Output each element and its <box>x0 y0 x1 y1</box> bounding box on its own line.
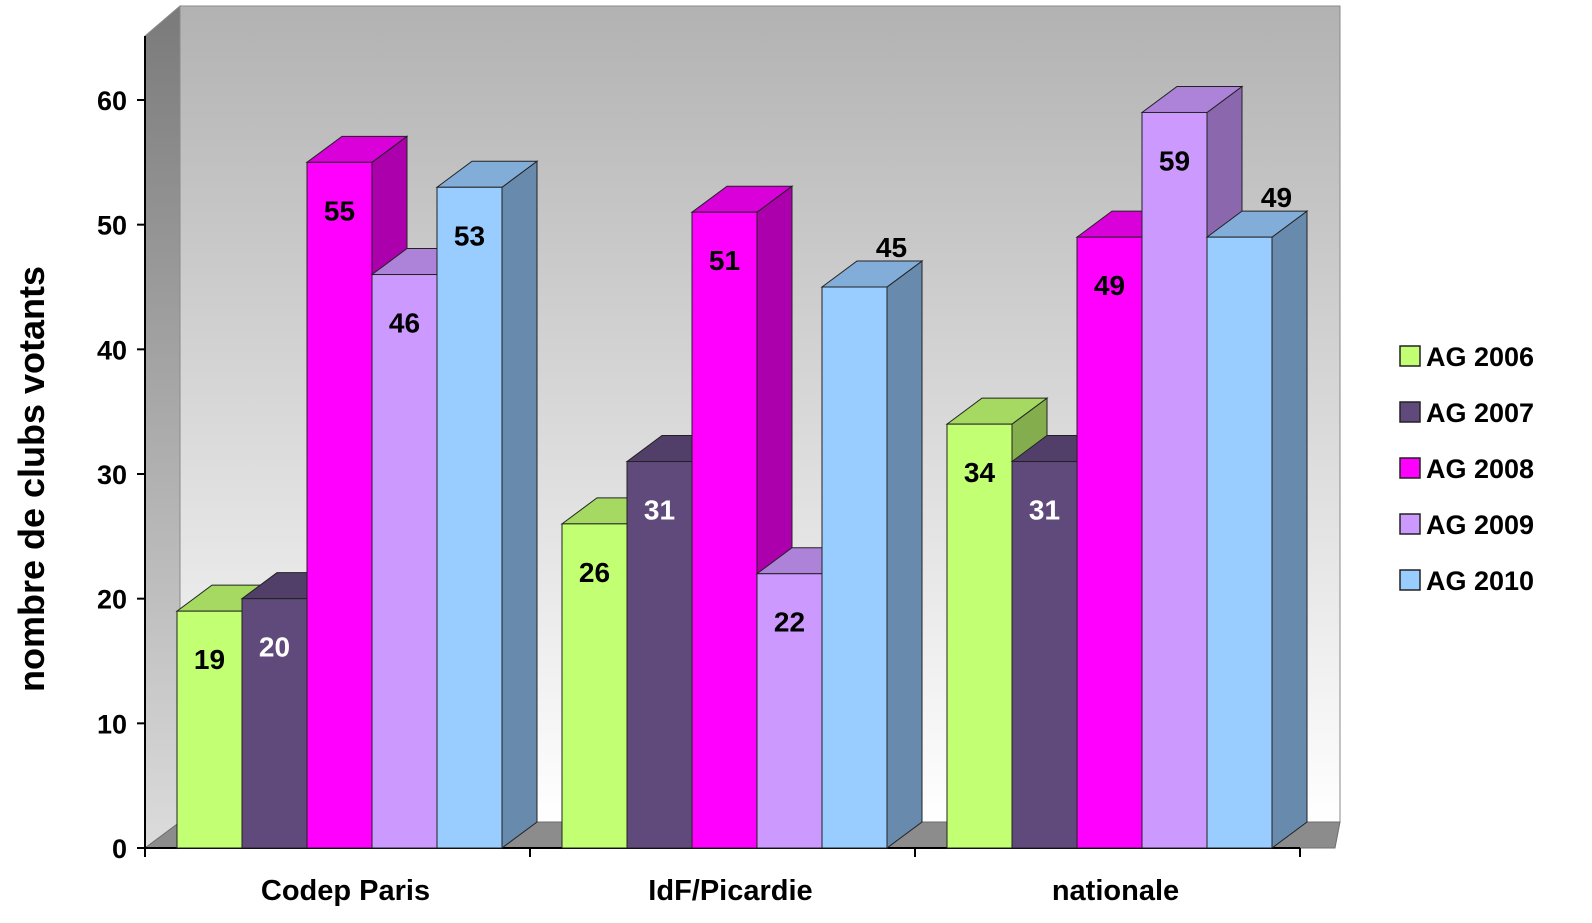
legend-swatch <box>1399 569 1421 591</box>
x-tick-label: IdF/Picardie <box>648 875 812 907</box>
bar-side <box>1271 210 1308 849</box>
data-label: 26 <box>579 557 610 588</box>
bar <box>821 286 888 849</box>
y-axis-label: nombre de clubs votants <box>11 266 52 692</box>
legend-swatch <box>1399 345 1421 367</box>
legend-label: AG 2010 <box>1426 566 1534 596</box>
data-label: 22 <box>774 607 805 638</box>
side-wall <box>144 4 181 849</box>
y-tick-label: 50 <box>97 211 127 241</box>
bar <box>1076 236 1143 849</box>
data-label: 45 <box>876 232 907 263</box>
data-label: 49 <box>1094 270 1125 301</box>
legend-swatch <box>1399 401 1421 423</box>
y-tick-label: 0 <box>112 834 127 864</box>
bar <box>946 423 1013 849</box>
bar <box>306 161 373 849</box>
y-tick-label: 30 <box>97 460 127 490</box>
bar <box>1206 236 1273 849</box>
bar-side <box>501 160 538 849</box>
y-tick-label: 20 <box>97 585 127 615</box>
y-tick-label: 60 <box>97 86 127 116</box>
legend-swatch <box>1399 513 1421 535</box>
data-label: 31 <box>644 495 675 526</box>
data-labels: 19 20 55 46 53 26 31 51 22 45 34 31 49 59 49 <box>194 145 1292 675</box>
data-label: 31 <box>1029 495 1060 526</box>
bar <box>1141 111 1208 849</box>
bar <box>756 573 823 849</box>
data-label: 34 <box>964 457 996 488</box>
legend-label: AG 2008 <box>1426 454 1534 484</box>
legend-label: AG 2007 <box>1426 398 1534 428</box>
legend-label: AG 2006 <box>1426 342 1534 372</box>
data-label: 51 <box>709 245 740 276</box>
x-tick-label: nationale <box>1052 875 1179 907</box>
bar <box>436 186 503 849</box>
bar <box>371 274 438 849</box>
data-label: 53 <box>454 220 485 251</box>
data-label: 19 <box>194 644 225 675</box>
bar <box>561 523 628 849</box>
y-tick-label: 10 <box>97 709 127 739</box>
data-label: 46 <box>389 308 420 339</box>
bar <box>176 610 243 849</box>
bar <box>241 598 308 849</box>
data-label: 55 <box>324 195 355 226</box>
x-tick-label: Codep Paris <box>261 875 430 907</box>
bar <box>691 211 758 849</box>
bar <box>626 461 693 849</box>
legend-swatch <box>1399 457 1421 479</box>
bars <box>175 85 1309 849</box>
y-tick-label: 40 <box>97 335 127 365</box>
legend-label: AG 2009 <box>1426 510 1534 540</box>
bar-side <box>886 260 923 849</box>
data-label: 59 <box>1159 145 1190 176</box>
legend: AG 2006 AG 2007 AG 2008 AG 2009 AG 2010 <box>1399 342 1534 596</box>
data-label: 49 <box>1261 182 1292 213</box>
data-label: 20 <box>259 632 290 663</box>
